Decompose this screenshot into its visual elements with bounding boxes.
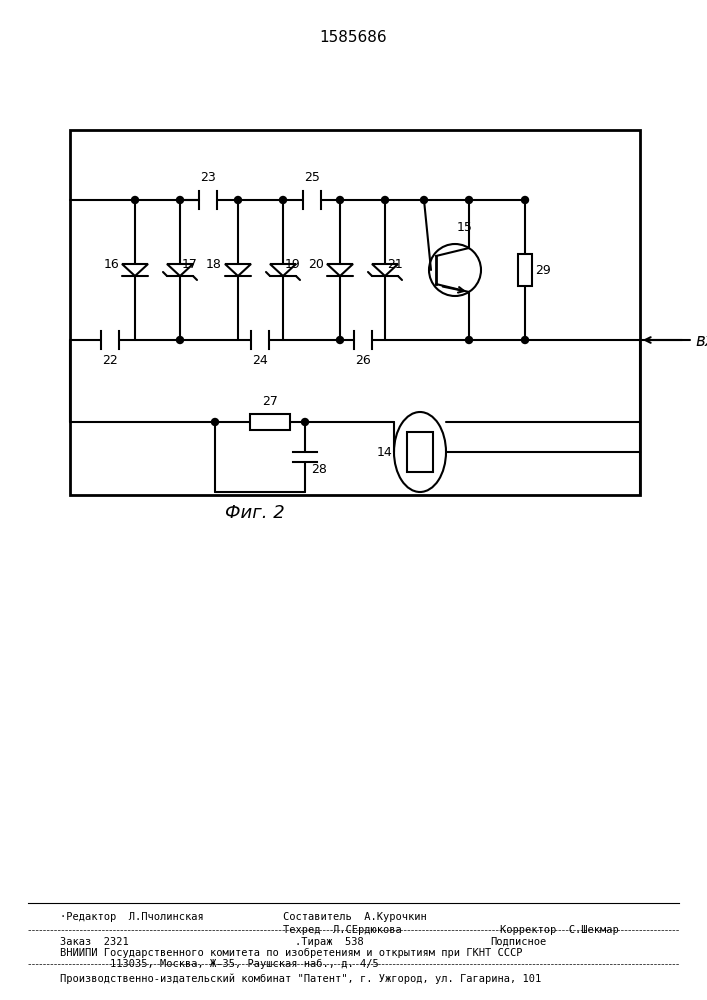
Circle shape <box>382 196 389 204</box>
Text: ВНИИПИ Государственного комитета по изобретениям и открытиям при ГКНТ СССР: ВНИИПИ Государственного комитета по изоб… <box>60 948 522 958</box>
Text: Техред  Л.СЕрдюкова: Техред Л.СЕрдюкова <box>283 925 402 935</box>
Circle shape <box>279 196 286 204</box>
Text: 26: 26 <box>355 354 371 367</box>
Text: 19: 19 <box>285 257 300 270</box>
Circle shape <box>211 418 218 426</box>
Text: 14: 14 <box>376 446 392 458</box>
Text: 18: 18 <box>206 257 222 270</box>
Bar <box>250 414 290 430</box>
Text: 27: 27 <box>262 395 278 408</box>
Circle shape <box>132 196 139 204</box>
Text: Заказ  2321: Заказ 2321 <box>60 937 129 947</box>
Circle shape <box>465 336 472 344</box>
Circle shape <box>177 336 184 344</box>
Bar <box>70 130 640 495</box>
Bar <box>518 254 532 286</box>
Circle shape <box>301 418 308 426</box>
Polygon shape <box>122 264 148 276</box>
Circle shape <box>177 196 184 204</box>
Text: 28: 28 <box>311 463 327 476</box>
Text: 17: 17 <box>182 257 198 270</box>
Text: ·Редактор  Л.Пчолинская: ·Редактор Л.Пчолинская <box>60 912 204 922</box>
Text: Производственно-издательский комбинат "Патент", г. Ужгород, ул. Гагарина, 101: Производственно-издательский комбинат "П… <box>60 974 542 984</box>
Circle shape <box>465 196 472 204</box>
Polygon shape <box>225 264 251 276</box>
Text: 24: 24 <box>252 354 268 367</box>
Circle shape <box>235 196 242 204</box>
Text: .Тираж  538: .Тираж 538 <box>295 937 363 947</box>
Text: 23: 23 <box>200 171 216 184</box>
Text: Корректор  С.Шекмар: Корректор С.Шекмар <box>500 925 619 935</box>
Text: Подписное: Подписное <box>490 937 547 947</box>
Polygon shape <box>167 264 193 276</box>
Text: 1585686: 1585686 <box>320 30 387 45</box>
Text: Составитель  А.Курочкин: Составитель А.Курочкин <box>283 912 427 922</box>
Circle shape <box>337 196 344 204</box>
Text: 21: 21 <box>387 257 403 270</box>
Text: 16: 16 <box>103 257 119 270</box>
Text: 20: 20 <box>308 257 324 270</box>
Text: 29: 29 <box>535 263 551 276</box>
Text: 113035, Москва, Ж-35, Раушская наб., д. 4/5: 113035, Москва, Ж-35, Раушская наб., д. … <box>60 959 379 969</box>
Circle shape <box>522 196 529 204</box>
Circle shape <box>522 336 529 344</box>
Text: вход: вход <box>695 331 707 349</box>
Polygon shape <box>270 264 296 276</box>
Text: 25: 25 <box>304 171 320 184</box>
Text: 15: 15 <box>457 221 473 234</box>
Bar <box>407 432 433 472</box>
Text: 22: 22 <box>102 354 118 367</box>
Polygon shape <box>372 264 398 276</box>
Circle shape <box>337 336 344 344</box>
Text: Фиг. 2: Фиг. 2 <box>225 504 285 522</box>
Polygon shape <box>327 264 353 276</box>
Circle shape <box>421 196 428 204</box>
